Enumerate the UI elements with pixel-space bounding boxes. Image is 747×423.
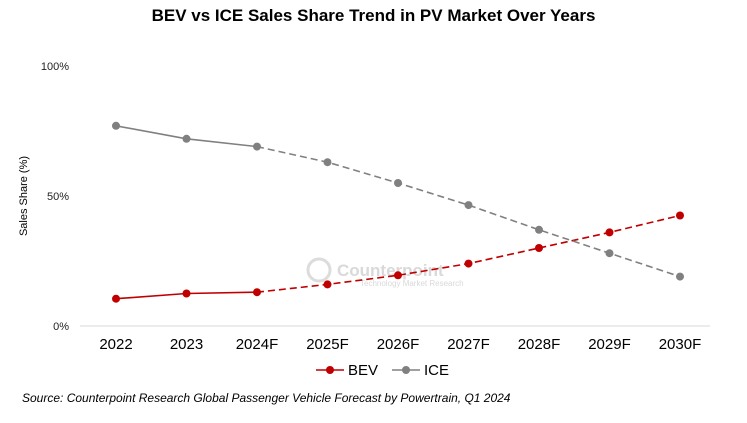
series-layer <box>112 121 684 303</box>
data-point <box>182 289 191 298</box>
x-tick-label: 2030F <box>659 336 702 353</box>
x-tick-label: 2029F <box>588 336 631 353</box>
data-point <box>182 134 191 143</box>
watermark-sub: Technology Market Research <box>360 279 464 288</box>
data-point <box>605 228 614 237</box>
axes: 0% 50% 100% Sales Share (%) 2022 2023 2024F 202… <box>18 61 710 353</box>
data-point <box>112 121 120 130</box>
x-tick-label: 2022 <box>99 336 132 353</box>
data-point <box>464 201 473 210</box>
data-point <box>253 142 261 151</box>
data-point <box>253 288 261 297</box>
legend: BEV ICE <box>316 362 449 379</box>
data-point <box>676 211 684 220</box>
legend-label: BEV <box>348 362 378 379</box>
x-tick-label: 2028F <box>518 336 561 353</box>
source-note: Source: Counterpoint Research Global Pas… <box>22 391 511 405</box>
x-tick-label: 2025F <box>306 336 349 353</box>
y-axis-label: Sales Share (%) <box>18 156 30 236</box>
legend-swatch-marker <box>402 366 410 374</box>
data-point <box>394 271 402 280</box>
x-tick-label: 2024F <box>236 336 279 353</box>
legend-item-bev: BEV <box>316 362 378 379</box>
legend-item-ice: ICE <box>392 362 449 379</box>
data-point <box>535 244 543 252</box>
chart-title: BEV vs ICE Sales Share Trend in PV Marke… <box>151 6 596 25</box>
series-ice <box>112 121 684 281</box>
series-bev <box>112 211 684 303</box>
series-line-forecast <box>256 145 681 278</box>
y-tick-label: 100% <box>41 61 69 73</box>
y-tick-label: 0% <box>53 321 69 333</box>
data-point <box>676 272 684 281</box>
data-point <box>605 249 614 258</box>
legend-label: ICE <box>424 362 449 379</box>
x-tick-label: 2026F <box>377 336 420 353</box>
data-point <box>464 259 473 268</box>
x-tick-label: 2023 <box>170 336 203 353</box>
watermark: Counterpoint Technology Market Research <box>306 257 464 288</box>
watermark-name: Counterpoint <box>337 261 444 280</box>
y-tick-label: 50% <box>47 191 69 203</box>
data-point <box>112 294 120 303</box>
x-tick-label: 2027F <box>447 336 490 353</box>
watermark-logo-icon <box>306 257 332 283</box>
data-point <box>323 280 332 289</box>
data-point <box>535 225 543 234</box>
data-point <box>323 158 332 167</box>
data-point <box>394 179 402 187</box>
legend-swatch-marker <box>326 366 334 374</box>
